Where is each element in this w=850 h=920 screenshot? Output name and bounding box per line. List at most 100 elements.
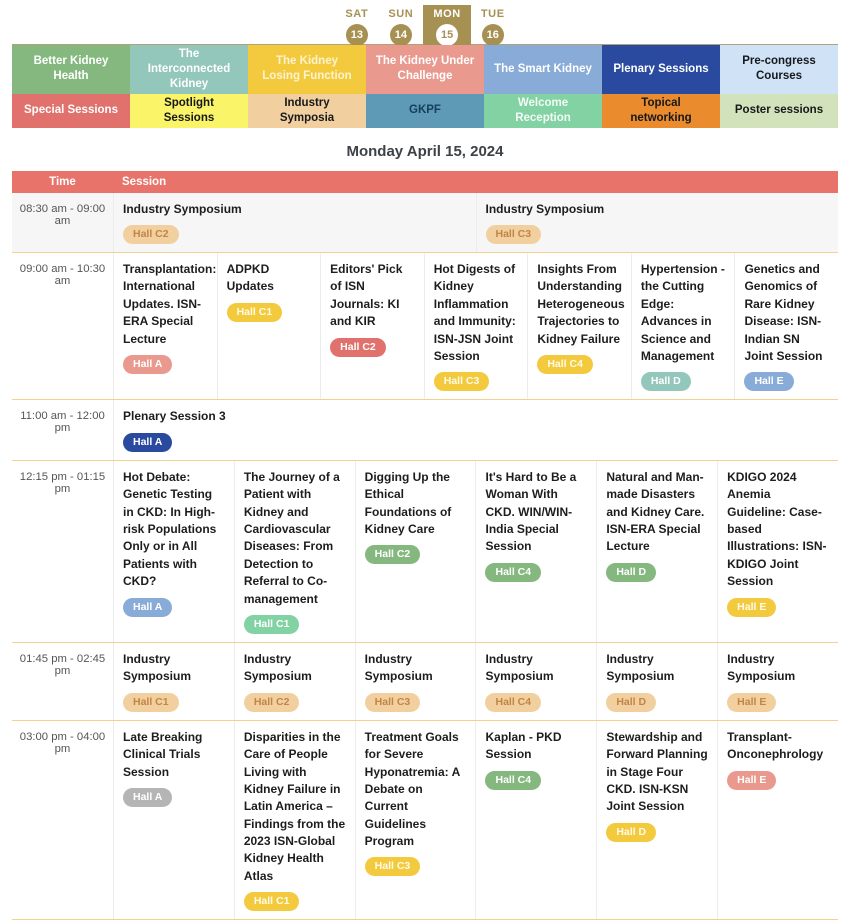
day-label: SUN <box>388 8 414 20</box>
hall-badge: Hall E <box>727 770 777 790</box>
session-cell[interactable]: Stewardship and Forward Planning in Stag… <box>596 720 717 920</box>
session-title: Hypertension - the Cutting Edge: Advance… <box>640 262 725 364</box>
date-picker: SAT 13 SUN 14 MON 15 TUE 16 <box>0 0 850 52</box>
session-cell[interactable]: KDIGO 2024 Anemia Guideline: Case-based … <box>717 460 838 642</box>
session-cell[interactable]: Industry Symposium Hall C2 <box>113 192 476 253</box>
session-cell[interactable]: Editors' Pick of ISN Journals: KI and KI… <box>320 253 424 400</box>
time-cell: 11:00 am - 12:00 pm <box>20 410 105 435</box>
session-title: Industry Symposium <box>727 651 796 684</box>
filter-button[interactable]: Pre-congress Courses <box>720 45 838 94</box>
session-cell[interactable]: Hypertension - the Cutting Edge: Advance… <box>630 253 735 400</box>
session-title: Industry Symposium <box>606 651 675 684</box>
day-tab-tue[interactable]: TUE 16 <box>471 5 515 52</box>
session-title: Hot Debate: Genetic Testing in CKD: In H… <box>123 469 217 589</box>
filter-button[interactable]: Poster sessions <box>720 93 838 128</box>
day-tab-sat[interactable]: SAT 13 <box>335 5 378 52</box>
filter-button[interactable]: The Kidney Losing Function <box>248 45 366 94</box>
session-title: Transplantation: International Updates. … <box>123 262 217 346</box>
session-cell[interactable]: Insights From Understanding Heterogeneou… <box>527 253 631 400</box>
hall-badge: Hall C3 <box>433 372 490 392</box>
session-cell[interactable]: Industry Symposium Hall D <box>596 642 717 720</box>
hall-badge: Hall C4 <box>485 692 542 712</box>
session-title: The Journey of a Patient with Kidney and… <box>243 469 340 606</box>
session-title: Editors' Pick of ISN Journals: KI and KI… <box>330 262 403 329</box>
session-title: Industry Symposium <box>485 651 554 684</box>
table-row: 09:00 am - 10:30 am Transplantation: Inte… <box>12 253 838 401</box>
hall-badge: Hall D <box>606 562 657 582</box>
hall-badge: Hall D <box>606 692 657 712</box>
day-tab-mon[interactable]: MON 15 <box>423 5 471 52</box>
table-row: 11:00 am - 12:00 pm Plenary Session 3 Hall… <box>12 400 838 461</box>
session-cell[interactable]: Late Breaking Clinical Trials Session Hal… <box>113 720 234 920</box>
session-cell[interactable]: Industry Symposium Hall C2 <box>233 642 355 720</box>
sessions-row: Hot Debate: Genetic Testing in CKD: In H… <box>113 460 838 642</box>
hall-badge: Hall C3 <box>485 225 542 245</box>
session-title: Digging Up the Ethical Foundations of Ki… <box>364 469 452 536</box>
session-title: Stewardship and Forward Planning in Stag… <box>606 729 708 814</box>
hall-badge: Hall C1 <box>243 614 300 634</box>
hall-badge: Hall A <box>123 432 173 452</box>
session-cell[interactable]: Hot Digests of Kidney Inflammation and I… <box>423 253 528 400</box>
hall-badge: Hall C2 <box>123 225 179 245</box>
time-column-header: Time <box>49 175 76 188</box>
hall-badge: Hall A <box>123 597 173 617</box>
sessions-row: Plenary Session 3 Hall A <box>113 400 838 460</box>
time-cell: 12:15 pm - 01:15 pm <box>19 470 106 495</box>
page-title: Monday April 15, 2024 <box>346 142 504 160</box>
filter-button[interactable]: The Kidney Under Challenge <box>366 45 484 94</box>
session-title: ADPKD Updates <box>226 262 274 294</box>
session-cell[interactable]: Natural and Man-made Disasters and Kidne… <box>596 460 717 642</box>
filter-button[interactable]: The Smart Kidney <box>484 45 602 94</box>
session-cell[interactable]: Industry Symposium Hall E <box>717 642 838 720</box>
filter-button[interactable]: Special Sessions <box>12 93 130 128</box>
day-number: 13 <box>345 24 368 46</box>
session-title: Disparities in the Care of People Living… <box>243 729 346 883</box>
session-cell[interactable]: Transplantation: International Updates. … <box>113 253 217 400</box>
filter-button[interactable]: Spotlight Sessions <box>130 93 248 128</box>
filter-button[interactable]: Topical networking <box>602 93 720 128</box>
session-cell[interactable]: Industry Symposium Hall C4 <box>475 642 596 720</box>
session-cell[interactable]: Treatment Goals for Severe Hyponatremia:… <box>354 720 476 920</box>
day-label: SAT <box>345 8 369 20</box>
filter-row-1: Better Kidney Health The Interconnected K… <box>12 45 838 94</box>
session-title: Transplant-Onconephrology <box>727 729 824 762</box>
hall-badge: Hall C4 <box>537 355 593 375</box>
session-cell[interactable]: Industry Symposium Hall C1 <box>113 642 234 720</box>
table-header: Time Session <box>12 170 838 193</box>
filter-button[interactable]: The Interconnected Kidney <box>130 45 248 94</box>
session-cell[interactable]: Industry Symposium Hall C3 <box>354 642 476 720</box>
session-cell[interactable]: Digging Up the Ethical Foundations of Ki… <box>354 460 476 642</box>
session-cell[interactable]: It's Hard to Be a Woman With CKD. WIN/WI… <box>475 460 596 642</box>
day-tab-sun[interactable]: SUN 14 <box>378 5 423 52</box>
sessions-row: Industry Symposium Hall C1 Industry Sympos… <box>113 642 838 720</box>
session-cell[interactable]: The Journey of a Patient with Kidney and… <box>233 460 355 642</box>
filter-button[interactable]: Plenary Sessions <box>602 45 720 94</box>
session-cell[interactable]: Disparities in the Care of People Living… <box>233 720 355 920</box>
filter-button[interactable]: Better Kidney Health <box>12 45 130 94</box>
time-cell: 03:00 pm - 04:00 pm <box>19 730 106 755</box>
session-column-header: Session <box>122 175 167 188</box>
session-cell[interactable]: Hot Debate: Genetic Testing in CKD: In H… <box>113 460 234 642</box>
session-cell[interactable]: Kaplan - PKD Session Hall C4 <box>475 720 596 920</box>
session-title: Natural and Man-made Disasters and Kidne… <box>606 469 705 554</box>
session-cell[interactable]: Genetics and Genomics of Rare Kidney Dis… <box>734 253 838 400</box>
session-title: It's Hard to Be a Woman With CKD. WIN/WI… <box>485 469 577 554</box>
time-cell: 01:45 pm - 02:45 pm <box>19 652 106 677</box>
filter-button[interactable]: Industry Symposia <box>248 93 366 128</box>
session-title: KDIGO 2024 Anemia Guideline: Case-based … <box>727 469 827 589</box>
sessions-row: Late Breaking Clinical Trials Session Hal… <box>113 720 838 920</box>
session-cell[interactable]: Transplant-Onconephrology Hall E <box>717 720 838 920</box>
sessions-row: Transplantation: International Updates. … <box>113 253 838 400</box>
session-cell[interactable]: Industry Symposium Hall C3 <box>475 192 839 253</box>
session-title: Late Breaking Clinical Trials Session <box>123 729 203 779</box>
hall-badge: Hall D <box>606 822 657 842</box>
day-label: TUE <box>480 8 505 20</box>
filter-button[interactable]: Welcome Reception <box>484 93 602 128</box>
filter-button[interactable]: GKPF <box>366 93 484 128</box>
session-title: Plenary Session 3 <box>123 409 226 424</box>
day-number: 16 <box>481 24 504 46</box>
schedule-table: Time Session 08:30 am - 09:00 am Industry… <box>12 170 839 920</box>
session-cell[interactable]: ADPKD Updates Hall C1 <box>216 253 321 400</box>
time-cell: 08:30 am - 09:00 am <box>19 202 106 227</box>
session-cell[interactable]: Plenary Session 3 Hall A <box>113 400 838 460</box>
